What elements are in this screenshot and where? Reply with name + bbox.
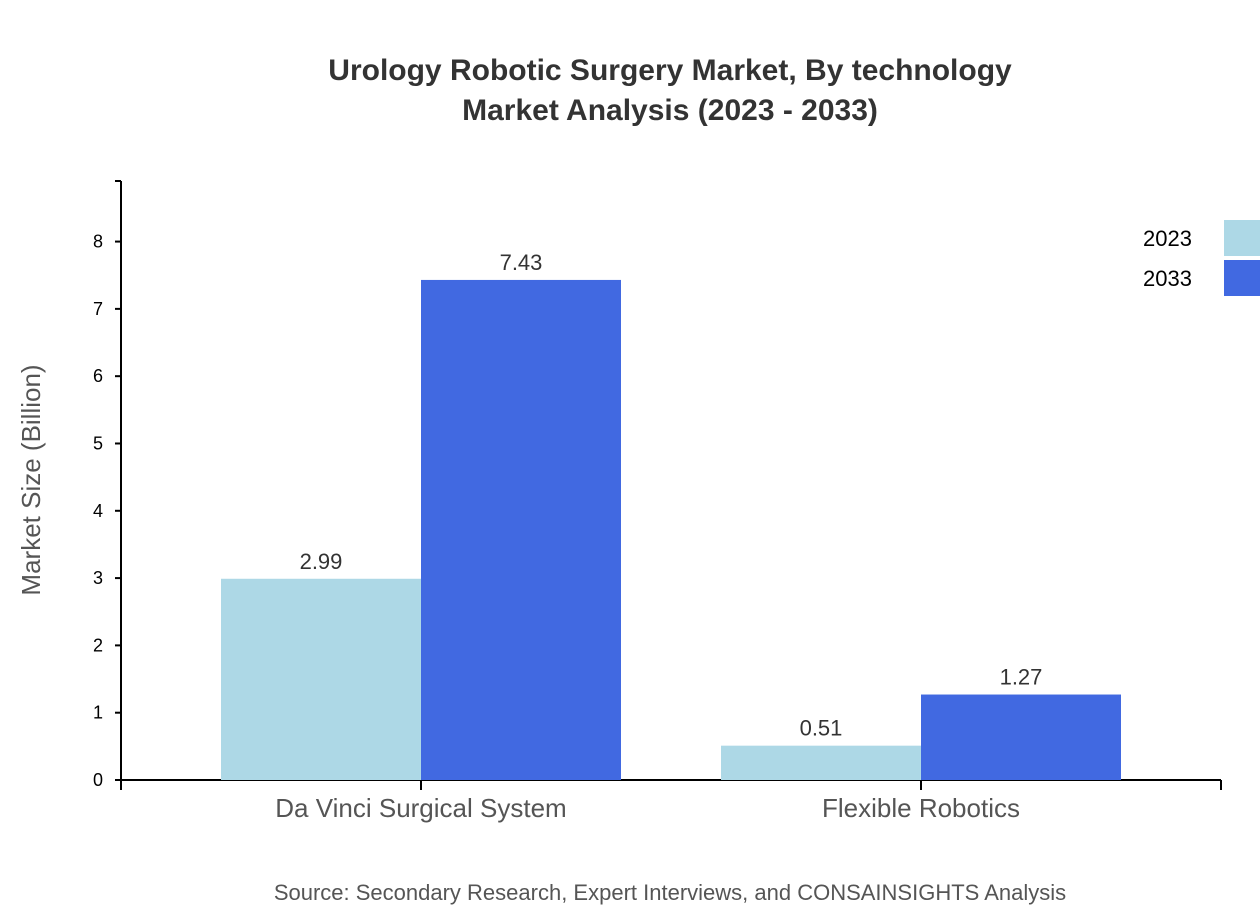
y-axis: 0 1 2 3 4 5 6 7 8 <box>93 180 122 790</box>
x-tick-label: Da Vinci Surgical System <box>275 793 566 823</box>
legend-label: 2033 <box>1143 266 1192 291</box>
y-tick-label: 5 <box>93 433 103 453</box>
bars: 2.99 7.43 0.51 1.27 <box>221 250 1121 780</box>
y-tick-label: 8 <box>93 232 103 252</box>
chart-title: Urology Robotic Surgery Market, By techn… <box>328 54 1012 87</box>
legend-label: 2023 <box>1143 226 1192 251</box>
data-label: 2.99 <box>300 549 343 574</box>
bar-2033 <box>421 279 621 780</box>
data-label: 7.43 <box>500 250 543 275</box>
legend-swatch-2023 <box>1224 220 1260 256</box>
x-tick-label: Flexible Robotics <box>822 793 1020 823</box>
bar-2033 <box>921 694 1121 780</box>
y-tick-label: 2 <box>93 635 103 655</box>
y-tick-label: 1 <box>93 703 103 723</box>
bar-2023 <box>221 578 421 780</box>
chart-subtitle: Market Analysis (2023 - 2033) <box>462 94 878 127</box>
y-tick-label: 6 <box>93 366 103 386</box>
bar-2023 <box>721 745 921 780</box>
x-axis: Da Vinci Surgical System Flexible Robotic… <box>120 779 1222 823</box>
legend-swatch-2033 <box>1224 260 1260 296</box>
y-tick-label: 4 <box>93 501 103 521</box>
source-note: Source: Secondary Research, Expert Inter… <box>274 880 1066 905</box>
y-axis-label: Market Size (Billion) <box>16 364 46 595</box>
y-tick-label: 7 <box>93 299 103 319</box>
y-tick-label: 3 <box>93 568 103 588</box>
data-label: 1.27 <box>1000 665 1043 690</box>
y-tick-label: 0 <box>93 770 103 790</box>
legend: 2023 2033 <box>1143 220 1260 296</box>
data-label: 0.51 <box>800 716 843 741</box>
